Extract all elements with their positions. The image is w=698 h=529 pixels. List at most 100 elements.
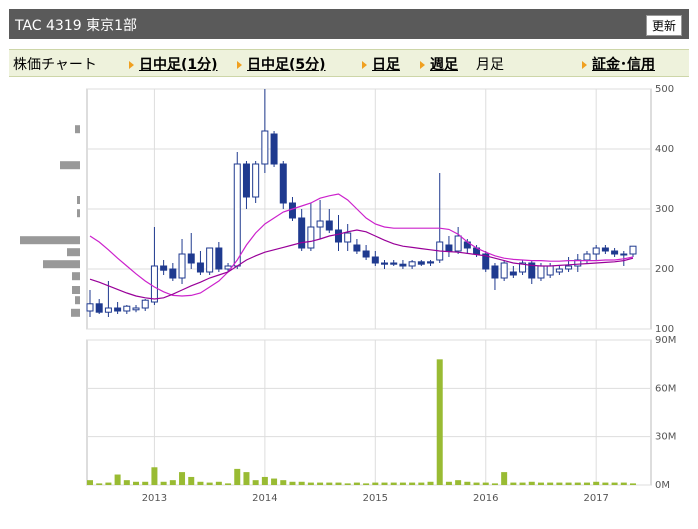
candle-body bbox=[169, 268, 177, 279]
volume-bar bbox=[455, 480, 462, 485]
volume-bar bbox=[261, 476, 268, 485]
volume-bar bbox=[197, 481, 204, 485]
candle-body bbox=[519, 262, 527, 273]
tab[interactable]: 日足 bbox=[362, 54, 400, 74]
volume-bar bbox=[473, 482, 480, 485]
candle-body bbox=[583, 253, 591, 261]
y-tick-label: 100 bbox=[655, 324, 674, 335]
tab: 株価チャート bbox=[13, 57, 97, 73]
candle-body bbox=[187, 253, 195, 264]
volume-profile-bar bbox=[75, 296, 80, 305]
refresh-button[interactable]: 更新 bbox=[645, 15, 682, 36]
candle-body bbox=[592, 247, 600, 255]
candle-body bbox=[196, 262, 204, 273]
candle-body bbox=[555, 268, 563, 273]
candle-body bbox=[546, 265, 554, 276]
candle-body bbox=[344, 232, 352, 243]
volume-bar bbox=[252, 480, 259, 485]
volume-bar bbox=[427, 481, 434, 485]
tab[interactable]: 日中足(5分) bbox=[237, 54, 326, 74]
volume-bar bbox=[280, 480, 287, 485]
volume-bar bbox=[105, 482, 112, 485]
candle-body bbox=[371, 256, 379, 264]
moving-average bbox=[89, 229, 634, 300]
moving-average bbox=[89, 193, 634, 297]
volume-profile-bar bbox=[77, 196, 80, 204]
volume-bar bbox=[519, 482, 526, 485]
y-tick-label: 500 bbox=[655, 84, 674, 95]
volume-bar bbox=[344, 483, 351, 485]
candle-body bbox=[565, 265, 573, 270]
volume-bar bbox=[243, 472, 250, 485]
volume-bar bbox=[335, 482, 342, 485]
candle-body bbox=[261, 130, 269, 165]
volume-bar bbox=[234, 468, 241, 485]
x-tick-label: 2015 bbox=[363, 493, 388, 504]
volume-tick-label: 90M bbox=[655, 335, 676, 346]
candle-body bbox=[86, 303, 94, 312]
volume-bar bbox=[317, 482, 324, 485]
candle-body bbox=[399, 263, 407, 267]
volume-bar bbox=[114, 474, 121, 485]
candle-body bbox=[288, 202, 296, 219]
tab[interactable]: 日中足(1分) bbox=[129, 54, 218, 74]
volume-bar bbox=[142, 481, 149, 485]
volume-bar bbox=[630, 483, 636, 485]
volume-profile-bar bbox=[77, 209, 80, 218]
candle-body bbox=[316, 220, 324, 228]
volume-bar bbox=[565, 482, 572, 485]
candle-body bbox=[528, 262, 536, 279]
volume-profile-bar bbox=[60, 161, 80, 170]
tab[interactable]: 週足 bbox=[420, 54, 458, 74]
volume-bar bbox=[547, 482, 554, 485]
volume-bar bbox=[611, 482, 618, 485]
volume-bar bbox=[206, 482, 213, 485]
candle-body bbox=[132, 307, 140, 311]
candle-body bbox=[298, 217, 306, 249]
volume-bar bbox=[510, 482, 517, 485]
volume-bar bbox=[372, 482, 379, 485]
volume-bar bbox=[123, 480, 130, 485]
volume-bar bbox=[225, 483, 232, 485]
volume-bar bbox=[409, 482, 416, 485]
volume-bar bbox=[399, 482, 406, 485]
candle-body bbox=[123, 305, 131, 312]
volume-bar bbox=[491, 483, 498, 485]
candle-body bbox=[279, 163, 287, 204]
volume-bar bbox=[482, 482, 489, 485]
candle-body bbox=[270, 133, 278, 165]
candle-body bbox=[417, 261, 425, 265]
x-tick-label: 2016 bbox=[473, 493, 498, 504]
volume-bar bbox=[271, 478, 278, 485]
candle-body bbox=[454, 235, 462, 252]
volume-bar bbox=[593, 481, 600, 485]
candle-body bbox=[160, 265, 168, 271]
volume-profile-bar bbox=[72, 272, 80, 281]
candle-body bbox=[482, 253, 490, 270]
volume-bar bbox=[188, 476, 195, 485]
candle-body bbox=[233, 163, 241, 267]
volume-bar bbox=[215, 481, 222, 485]
volume-tick-label: 0M bbox=[655, 480, 670, 491]
volume-bar bbox=[353, 482, 360, 485]
volume-bar bbox=[307, 482, 314, 485]
x-tick-label: 2013 bbox=[142, 493, 167, 504]
tab[interactable]: 証金･信用 bbox=[582, 54, 655, 74]
volume-bar bbox=[537, 482, 544, 485]
candle-body bbox=[390, 262, 398, 265]
candle-body bbox=[381, 262, 389, 265]
candle-body bbox=[114, 307, 122, 312]
candle-body bbox=[178, 253, 186, 279]
candle-body bbox=[537, 265, 545, 279]
candle-body bbox=[427, 261, 435, 264]
volume-tick-label: 30M bbox=[655, 432, 676, 443]
volume-bar bbox=[556, 482, 563, 485]
candle-body bbox=[334, 229, 342, 243]
volume-bar bbox=[436, 359, 443, 485]
candle-body bbox=[307, 226, 315, 249]
volume-panel bbox=[86, 339, 652, 486]
candle-body bbox=[601, 247, 609, 252]
candle-body bbox=[445, 244, 453, 252]
candle-body bbox=[362, 250, 370, 258]
